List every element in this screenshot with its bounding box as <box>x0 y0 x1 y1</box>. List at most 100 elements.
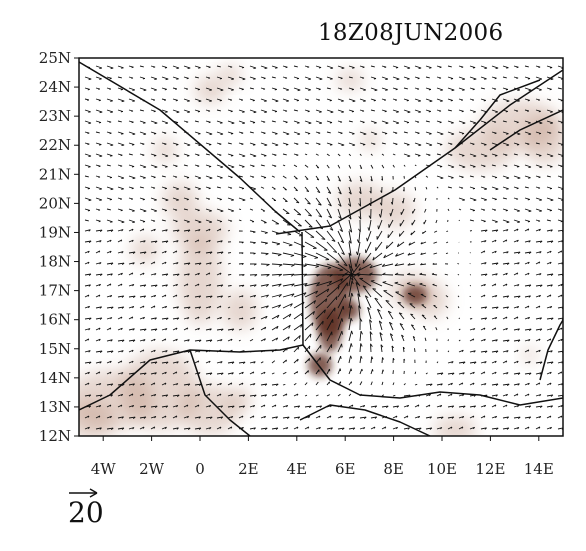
wind-vector-head <box>560 176 563 178</box>
wind-vector-head <box>253 242 256 245</box>
wind-vector <box>172 229 180 232</box>
wind-vector-head <box>99 262 102 265</box>
wind-vector-head <box>318 132 321 135</box>
wind-vector-head <box>378 320 383 324</box>
wind-vector-head <box>373 78 377 80</box>
wind-vector <box>183 427 191 430</box>
wind-vector-head <box>340 132 343 135</box>
wind-vector <box>249 186 256 190</box>
wind-vector <box>458 372 465 375</box>
wind-vector <box>524 120 531 124</box>
wind-vector-head <box>440 133 444 136</box>
wind-vector <box>194 306 201 309</box>
wind-vector <box>238 175 243 178</box>
wind-vector-head <box>131 77 134 79</box>
wind-vector <box>315 405 322 408</box>
wind-vector <box>139 87 147 91</box>
wind-vector <box>425 416 432 419</box>
wind-vector <box>227 372 234 375</box>
wind-vector-head <box>88 240 92 243</box>
wind-vector <box>315 153 319 156</box>
wind-vector-head <box>327 267 332 270</box>
wind-vector <box>249 339 254 342</box>
wind-vector <box>271 263 283 266</box>
wind-vector-head <box>528 166 532 169</box>
wind-vector-head <box>370 179 373 182</box>
wind-vector-head <box>252 176 255 178</box>
wind-vector-head <box>132 284 135 287</box>
wind-vector <box>368 219 372 231</box>
wind-vector <box>376 230 383 240</box>
wind-vector-head <box>253 295 257 298</box>
wind-vector-head <box>110 394 113 397</box>
wind-vector <box>238 197 246 201</box>
wind-vector-head <box>287 233 292 236</box>
wind-vector-head <box>296 201 300 204</box>
wind-vector <box>216 295 223 298</box>
wind-vector <box>172 350 180 353</box>
wind-vector-head <box>517 284 520 287</box>
wind-vector-head <box>461 133 465 135</box>
wind-vector-head <box>373 143 376 146</box>
wind-vector-head <box>175 144 179 146</box>
wind-vector-head <box>231 78 235 80</box>
wind-vector-head <box>528 405 532 408</box>
wind-vector-head <box>367 227 370 231</box>
wind-vector <box>491 339 498 342</box>
wind-vector <box>150 405 158 408</box>
wind-vector-head <box>253 78 256 80</box>
wind-vector-head <box>484 317 488 320</box>
wind-vector-head <box>440 100 443 102</box>
wind-vector-head <box>231 166 235 169</box>
wind-vector-head <box>483 209 486 211</box>
wind-vector-head <box>340 88 343 90</box>
wind-vector <box>271 65 278 69</box>
wind-vector-head <box>209 133 213 136</box>
wind-vector <box>458 285 460 287</box>
wind-vector-head <box>350 277 354 281</box>
wind-vector-head <box>429 416 432 419</box>
wind-vector <box>106 65 114 69</box>
wind-vector-head <box>473 350 476 353</box>
wind-vector-head <box>363 133 367 136</box>
wind-vector <box>293 335 301 342</box>
wind-vector-head <box>220 210 224 213</box>
wind-vector <box>502 383 510 386</box>
wind-vector-head <box>264 232 268 234</box>
wind-vector <box>205 131 213 135</box>
wind-vector-head <box>360 330 363 335</box>
wind-vector <box>205 262 212 265</box>
wind-vector <box>282 142 289 146</box>
wind-vector <box>387 310 394 320</box>
wind-vector <box>557 153 563 157</box>
wind-vector <box>535 153 542 157</box>
wind-vector-head <box>264 326 267 330</box>
wind-vector-head <box>121 427 125 430</box>
wind-vector-head <box>275 383 279 387</box>
wind-vector-head <box>165 350 168 353</box>
wind-vector <box>502 306 509 309</box>
wind-vector <box>260 241 268 244</box>
wind-vector-head <box>472 427 475 430</box>
wind-vector-head <box>358 203 361 207</box>
wind-vector <box>403 131 408 134</box>
wind-vector <box>249 87 255 90</box>
wind-vector-head <box>285 121 288 124</box>
wind-vector <box>227 142 232 145</box>
wind-vector-head <box>528 133 532 135</box>
wind-vector <box>271 294 282 298</box>
wind-vector <box>304 230 315 238</box>
wind-vector-head <box>109 88 112 90</box>
wind-vector <box>407 293 416 298</box>
wind-vector <box>524 240 531 243</box>
wind-vector <box>271 98 279 102</box>
lon-tick-label: 10E <box>427 460 457 478</box>
wind-vector <box>183 262 191 265</box>
wind-vector <box>458 131 465 134</box>
wind-vector-head <box>275 427 279 430</box>
wind-vector-head <box>109 404 112 407</box>
lat-tick-label: 15N <box>39 340 71 358</box>
wind-vector-head <box>483 371 486 374</box>
wind-vector <box>358 230 361 243</box>
